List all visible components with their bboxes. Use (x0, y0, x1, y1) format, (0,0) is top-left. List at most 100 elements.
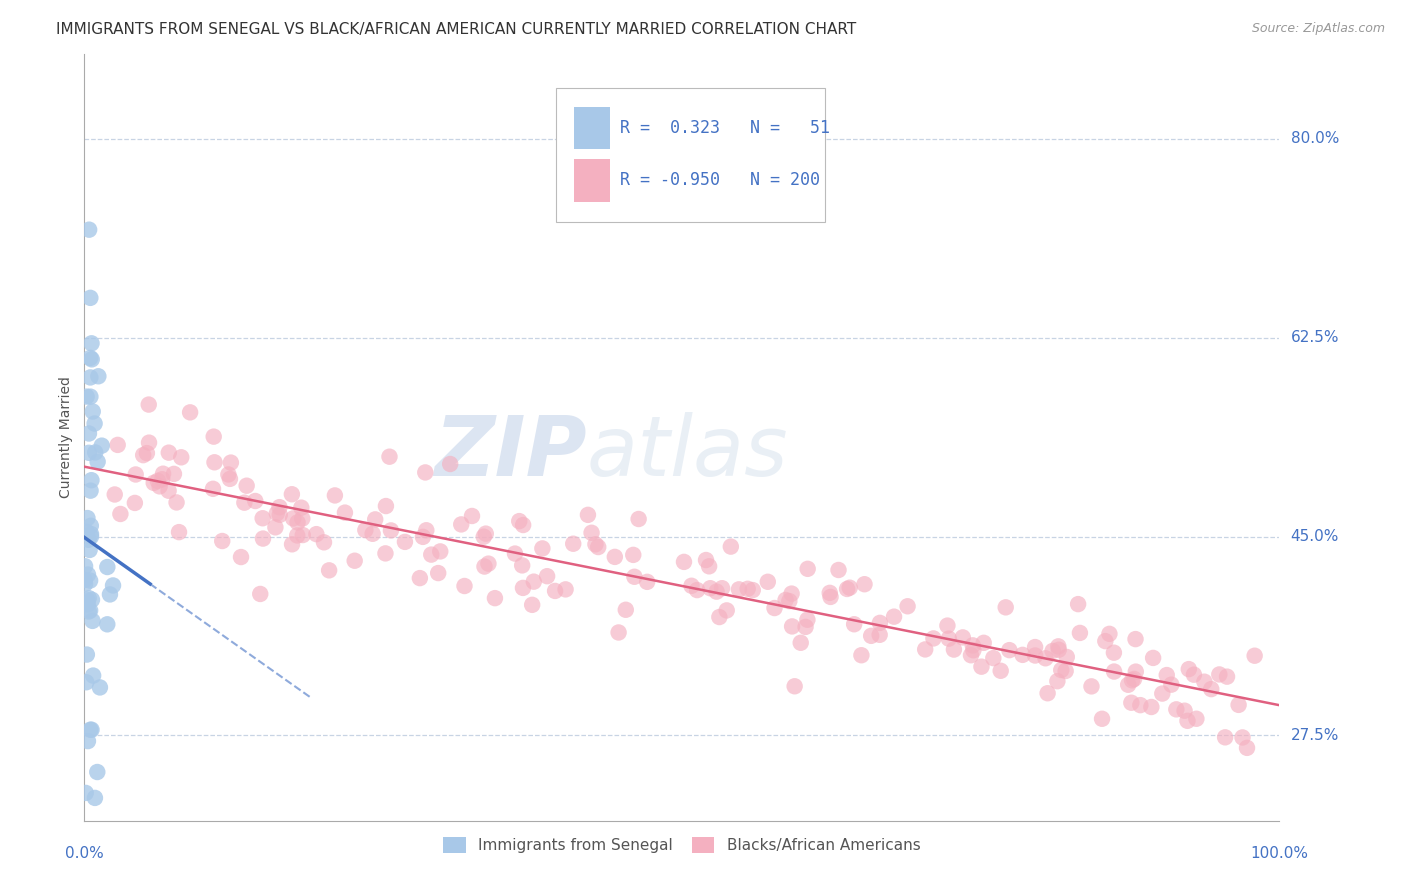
Point (778, 594, 800, 608)
Point (1140, 700, 1163, 714)
Text: Source: ZipAtlas.com: Source: ZipAtlas.com (1251, 22, 1385, 36)
Point (860, 629, 883, 643)
Text: 27.5%: 27.5% (1291, 728, 1339, 743)
Point (453, 579, 475, 593)
Point (415, 523, 437, 537)
Point (79, 351, 101, 365)
Point (962, 643, 984, 657)
Point (686, 583, 709, 598)
Point (531, 541, 554, 556)
Point (142, 475, 165, 490)
Point (374, 546, 396, 560)
Point (269, 500, 291, 515)
Text: IMMIGRANTS FROM SENEGAL VS BLACK/AFRICAN AMERICAN CURRENTLY MARRIED CORRELATION : IMMIGRANTS FROM SENEGAL VS BLACK/AFRICAN… (56, 22, 856, 37)
Point (77, 734, 100, 748)
Point (290, 500, 312, 515)
Point (157, 483, 180, 498)
Point (79, 390, 101, 404)
Point (107, 438, 129, 452)
Point (82, 614, 104, 628)
Point (741, 583, 763, 598)
Point (775, 593, 797, 607)
FancyBboxPatch shape (575, 107, 610, 150)
Point (869, 615, 891, 630)
Point (89, 681, 111, 695)
Point (80, 527, 103, 541)
Point (709, 610, 731, 624)
Point (79, 483, 101, 498)
Point (80, 336, 103, 351)
Point (851, 648, 873, 663)
Point (374, 499, 396, 513)
Point (1036, 686, 1059, 700)
Point (312, 535, 335, 549)
Point (699, 581, 721, 595)
Point (503, 547, 526, 561)
Point (853, 577, 876, 591)
Point (672, 555, 695, 569)
Point (80, 352, 103, 367)
Point (204, 455, 226, 469)
Point (706, 584, 728, 599)
Point (79, 291, 101, 305)
Point (1178, 662, 1201, 676)
Point (763, 601, 786, 615)
Point (79, 370, 101, 384)
Point (264, 520, 287, 534)
Point (583, 537, 606, 551)
Point (512, 518, 534, 533)
Point (378, 450, 401, 464)
Point (783, 679, 806, 693)
Point (1047, 640, 1070, 654)
Point (77, 426, 100, 441)
Point (1121, 696, 1143, 710)
Point (1069, 626, 1091, 640)
Point (922, 632, 945, 646)
Text: 62.5%: 62.5% (1291, 330, 1339, 345)
Point (104, 487, 127, 501)
Point (1046, 674, 1069, 689)
Point (201, 482, 224, 496)
Point (170, 450, 193, 465)
Point (1024, 648, 1046, 663)
FancyBboxPatch shape (575, 160, 610, 202)
Point (681, 579, 703, 593)
Point (343, 554, 366, 568)
Point (84, 791, 107, 805)
Point (820, 590, 842, 604)
Point (756, 574, 779, 589)
Point (796, 613, 818, 627)
Point (780, 586, 803, 600)
Point (614, 603, 637, 617)
Point (1125, 665, 1147, 679)
Point (318, 563, 340, 577)
Point (211, 534, 233, 549)
Point (269, 508, 291, 522)
Point (477, 557, 499, 571)
Point (962, 638, 984, 652)
Point (87, 369, 110, 384)
Point (1227, 698, 1250, 712)
Point (80, 530, 103, 544)
Point (1129, 698, 1152, 713)
Point (77, 533, 100, 547)
Point (711, 581, 734, 595)
Point (149, 479, 172, 493)
Point (427, 566, 450, 580)
Point (990, 664, 1012, 678)
Point (80, 518, 103, 533)
Text: ZIP: ZIP (433, 412, 586, 493)
Point (135, 446, 157, 460)
Point (152, 467, 174, 481)
Point (1116, 678, 1139, 692)
Point (970, 659, 993, 673)
Text: atlas: atlas (586, 412, 787, 493)
Point (281, 537, 304, 551)
Point (1194, 674, 1216, 689)
Point (838, 581, 860, 595)
Point (266, 507, 288, 521)
Point (536, 569, 558, 583)
Point (1035, 651, 1057, 665)
Point (138, 398, 160, 412)
Point (219, 472, 242, 486)
